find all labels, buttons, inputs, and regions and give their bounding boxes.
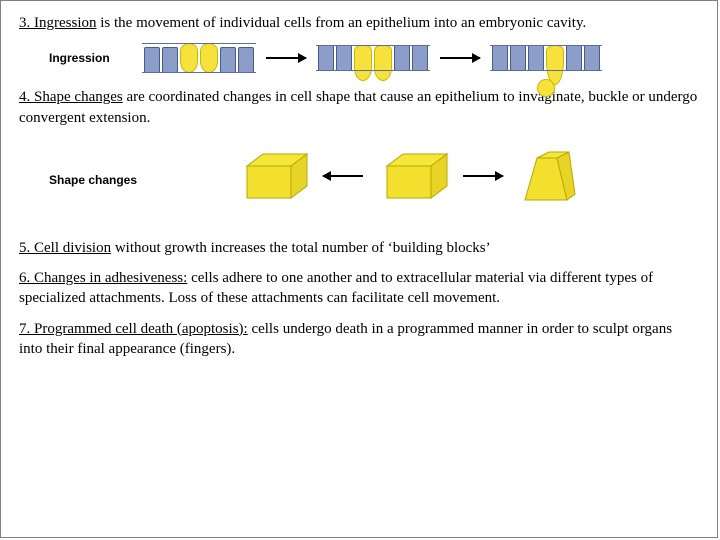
arrow-icon xyxy=(266,57,306,59)
fig-label-ingression: Ingression xyxy=(49,51,110,65)
term-cell-division: 5. Cell division xyxy=(19,240,111,256)
fig-label-shape: Shape changes xyxy=(49,173,137,187)
arrow-icon xyxy=(323,175,363,177)
free-cell xyxy=(537,79,555,97)
section-4: 4. Shape changes are coordinated changes… xyxy=(19,87,699,128)
epithelial-cell xyxy=(584,45,600,71)
epithelial-cell xyxy=(162,47,178,73)
arrow-icon xyxy=(440,57,480,59)
ingressing-cell xyxy=(354,45,372,81)
figure-shape-changes: Shape changes xyxy=(49,138,699,222)
epithelial-cell xyxy=(528,45,544,71)
epithelial-cell xyxy=(510,45,526,71)
epithelial-cell xyxy=(318,45,334,71)
slide-container: 3. Ingression is the movement of individ… xyxy=(0,0,718,538)
ingression-panel-3 xyxy=(490,45,602,71)
shape-cuboid xyxy=(237,150,309,202)
term-ingression: 3. Ingression xyxy=(19,15,97,31)
ingressing-cell xyxy=(180,43,198,73)
arrow-icon xyxy=(463,175,503,177)
term-shape-changes: 4. Shape changes xyxy=(19,89,123,105)
ingressing-cell xyxy=(374,45,392,81)
epithelial-cell xyxy=(412,45,428,71)
figure-ingression: Ingression xyxy=(49,43,699,73)
ingression-panel-2 xyxy=(316,45,430,71)
term-apoptosis: 7. Programmed cell death (apoptosis): xyxy=(19,321,248,337)
ingression-panel-1 xyxy=(142,43,256,73)
text-cell-division: without growth increases the total numbe… xyxy=(111,240,491,256)
shape-wedge xyxy=(517,148,577,204)
epithelial-cell xyxy=(144,47,160,73)
epithelial-cell xyxy=(220,47,236,73)
term-adhesiveness: 6. Changes in adhesiveness: xyxy=(19,270,187,286)
section-7: 7. Programmed cell death (apoptosis): ce… xyxy=(19,319,699,360)
epithelial-cell xyxy=(566,45,582,71)
section-3: 3. Ingression is the movement of individ… xyxy=(19,13,699,33)
text-ingression: is the movement of individual cells from… xyxy=(97,15,587,31)
shape-cuboid xyxy=(377,150,449,202)
epithelial-cell xyxy=(492,45,508,71)
epithelial-cell xyxy=(394,45,410,71)
ingressing-cell xyxy=(200,43,218,73)
section-6: 6. Changes in adhesiveness: cells adhere… xyxy=(19,268,699,309)
section-5: 5. Cell division without growth increase… xyxy=(19,238,699,258)
epithelial-cell xyxy=(238,47,254,73)
epithelial-cell xyxy=(336,45,352,71)
